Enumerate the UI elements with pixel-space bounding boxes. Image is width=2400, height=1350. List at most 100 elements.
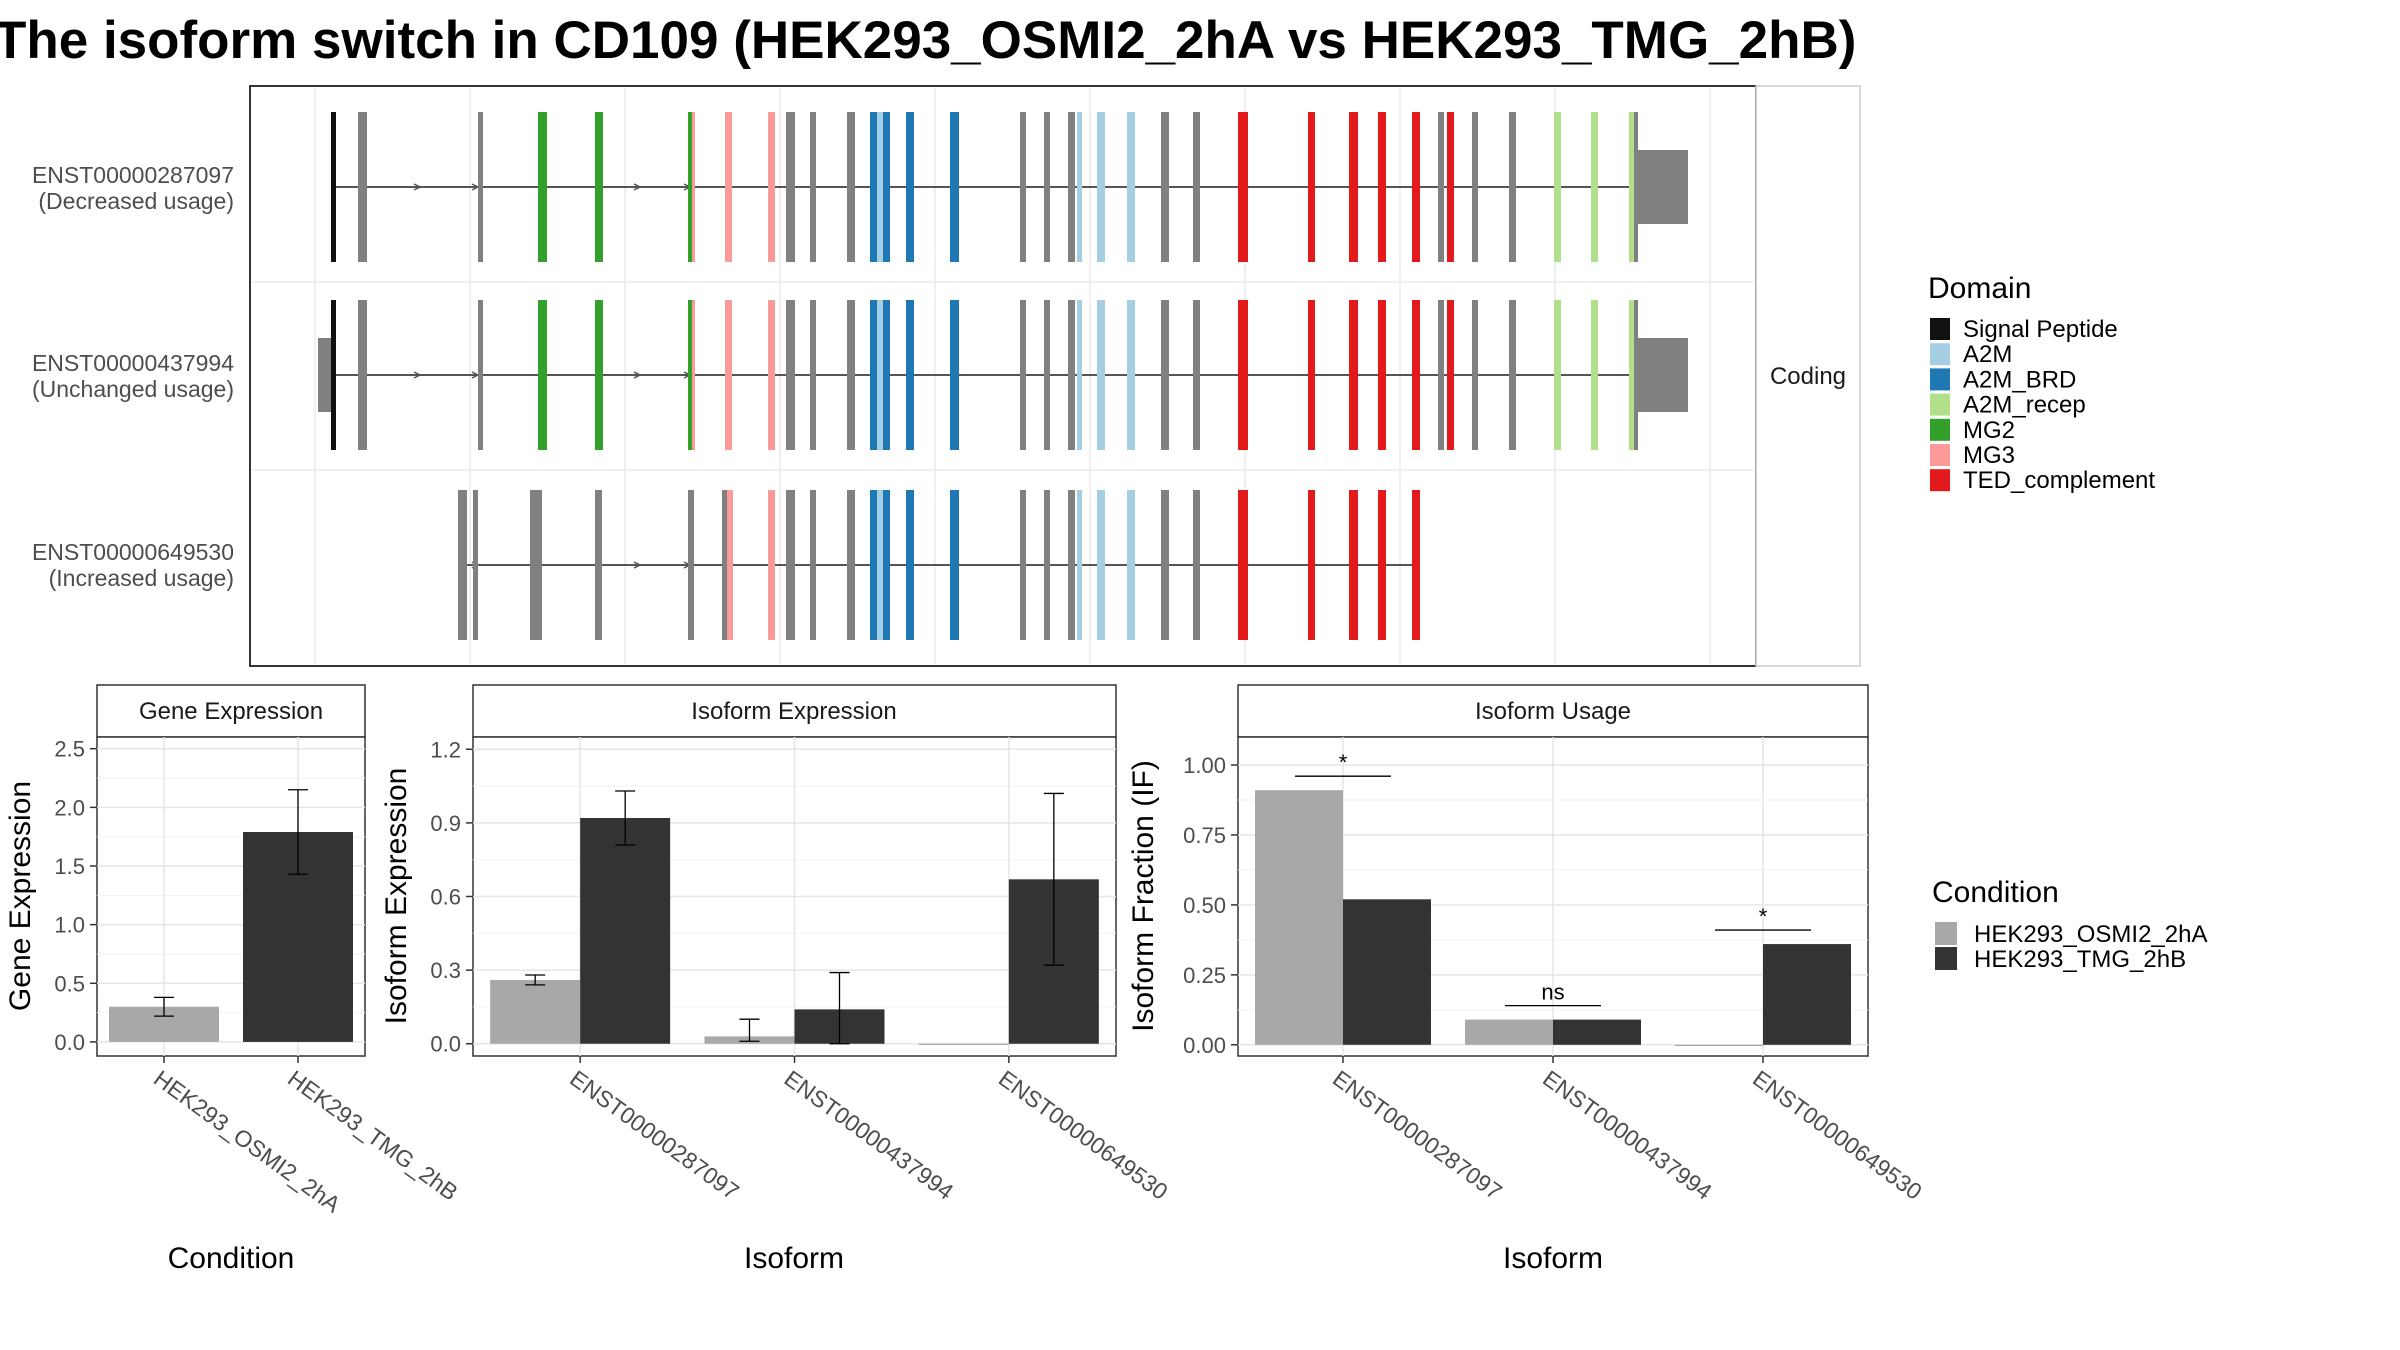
- y-tick-label: 1.5: [54, 854, 85, 879]
- exon: [1077, 490, 1082, 640]
- y-tick-label: 0.6: [430, 885, 461, 910]
- bar: [1255, 790, 1343, 1045]
- exon: [768, 300, 775, 450]
- exon: [847, 300, 855, 450]
- domain-legend-label: A2M_recep: [1963, 392, 2086, 419]
- domain-legend-label: Signal Peptide: [1963, 316, 2118, 343]
- exon: [1097, 300, 1105, 450]
- exon: [810, 300, 816, 450]
- isoform-label-2-usage: (Unchanged usage): [32, 376, 234, 402]
- exon: [1629, 300, 1637, 450]
- transcript-1: [331, 112, 1688, 262]
- exon: [1349, 112, 1358, 262]
- domain-legend-key: [1930, 318, 1950, 340]
- gene-expression-bars: [109, 789, 353, 1042]
- strand-arrow: [633, 371, 642, 379]
- exon: [1412, 112, 1420, 262]
- y-tick-label: 0.75: [1183, 823, 1226, 848]
- exon: [722, 490, 727, 640]
- strand-arrow: [413, 183, 422, 191]
- exon: [1238, 300, 1248, 450]
- exon: [1127, 112, 1135, 262]
- bar: [580, 817, 671, 1044]
- isoform-usage-x-ticks: ENST00000287097 ENST00000437994 ENST000006…: [1328, 1056, 1927, 1205]
- figure-title: The isoform switch in CD109 (HEK293_OSMI…: [0, 11, 1856, 70]
- transcript-2: [318, 300, 1688, 450]
- exon: [847, 490, 855, 640]
- bar: [1763, 944, 1851, 1045]
- exon: [1068, 112, 1075, 262]
- y-tick-label: 1.00: [1183, 753, 1226, 778]
- isoform-usage-y-ticks: 0.00 0.25 0.50 0.75 1.00: [1183, 753, 1238, 1058]
- condition-legend-title: Condition: [1932, 876, 2059, 909]
- exon: [1591, 112, 1598, 262]
- facet-label: Coding: [1770, 363, 1846, 390]
- exon: [768, 112, 775, 262]
- exon: [595, 300, 603, 450]
- y-tick-label: 1.0: [54, 913, 85, 938]
- exon: [1193, 112, 1200, 262]
- exon: [1308, 490, 1315, 640]
- exon: [1509, 300, 1516, 450]
- isoform-usage-xlabel: Isoform: [1503, 1242, 1603, 1275]
- exon: [1161, 112, 1169, 262]
- facet-strip: [1755, 85, 1861, 667]
- strand-arrow: [633, 183, 642, 191]
- domain-legend-items: Signal PeptideA2MA2M_BRDA2M_recepMG2MG3T…: [1930, 316, 2155, 494]
- exon: [906, 300, 914, 450]
- exon: [725, 112, 732, 262]
- exon: [1238, 490, 1248, 640]
- isoform-expression-y-ticks: 0.0 0.3 0.6 0.9 1.2: [430, 737, 473, 1057]
- y-tick-label: 2.5: [54, 737, 85, 762]
- bar: [1343, 899, 1431, 1045]
- exon: [595, 112, 603, 262]
- isoform-expression-xlabel: Isoform: [744, 1242, 844, 1275]
- gene-expression-strip: [96, 684, 366, 738]
- isoform-label-3-id: ENST00000649530: [32, 539, 234, 565]
- exon: [538, 112, 547, 262]
- gene-expression-ylabel: Gene Expression: [4, 781, 37, 1011]
- exon: [1068, 300, 1075, 450]
- exon: [1378, 490, 1386, 640]
- structure-panel: Coding ENST00000287097 (Decreased usage)…: [32, 85, 1861, 667]
- isoform-expression-title: Isoform Expression: [691, 698, 896, 725]
- exon: [358, 300, 367, 450]
- domain-legend-key: [1930, 393, 1950, 416]
- exon: [1161, 490, 1169, 640]
- exon: [950, 112, 959, 262]
- domain-legend-label: TED_complement: [1963, 467, 2155, 494]
- exon: [1378, 300, 1386, 450]
- exon: [950, 490, 959, 640]
- domain-legend-key: [1930, 469, 1950, 492]
- utr-exon: [318, 338, 332, 412]
- exon: [883, 300, 890, 450]
- bar: [490, 979, 581, 1044]
- structure-transcripts: [318, 112, 1688, 640]
- domain-legend-key: [1930, 418, 1950, 441]
- exon: [1161, 300, 1169, 450]
- exon: [1020, 112, 1026, 262]
- exon: [877, 300, 883, 450]
- exon: [1238, 112, 1248, 262]
- exon: [883, 112, 890, 262]
- exon: [1438, 300, 1444, 450]
- strand-arrow: [413, 371, 422, 379]
- x-tick-label: ENST00000437994: [780, 1065, 959, 1205]
- isoform-usage-strip: [1237, 684, 1869, 738]
- exon: [877, 490, 883, 640]
- exon: [883, 490, 890, 640]
- exon: [810, 112, 816, 262]
- significance-label: ns: [1541, 980, 1564, 1005]
- isoform-expression-strip: [472, 684, 1117, 738]
- x-tick-label: ENST00000287097: [1328, 1065, 1507, 1205]
- exon: [1591, 300, 1598, 450]
- y-tick-label: 0.0: [430, 1032, 461, 1057]
- exon: [530, 490, 542, 640]
- exon: [1472, 112, 1478, 262]
- exon: [688, 490, 694, 640]
- isoform-expression-ylabel: Isoform Expression: [380, 768, 413, 1025]
- exon: [727, 490, 733, 640]
